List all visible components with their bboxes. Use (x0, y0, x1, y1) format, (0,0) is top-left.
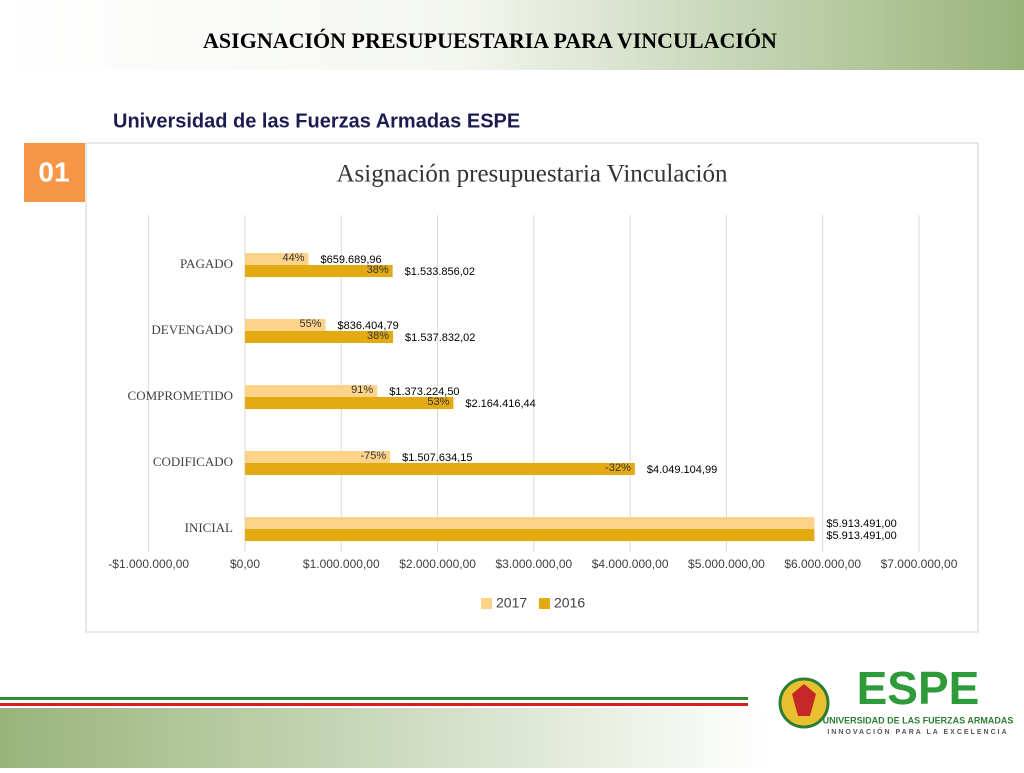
bar (244, 319, 326, 331)
bar (244, 397, 454, 409)
value-label: $5.913.491,00 (826, 530, 896, 542)
legend-swatch (539, 598, 550, 609)
header-band (0, 0, 1024, 70)
y-tick-label: COMPROMETIDO (128, 388, 233, 403)
chart-title: Asignación presupuestaria Vinculación (337, 161, 728, 188)
x-tick-label: $5.000.000,00 (688, 557, 765, 571)
percent-label: 91% (351, 384, 373, 396)
value-label: $1.537.832,02 (405, 332, 475, 344)
logo-line1: UNIVERSIDAD DE LAS FUERZAS ARMADAS (823, 715, 1014, 725)
bar (244, 265, 393, 277)
percent-label: 53% (427, 396, 449, 408)
x-tick-label: $4.000.000,00 (592, 557, 669, 571)
x-tick-label: $6.000.000,00 (784, 557, 861, 571)
legend-label: 2016 (554, 595, 585, 611)
x-tick-label: $1.000.000,00 (303, 557, 380, 571)
value-label: $1.373.224,50 (389, 386, 459, 398)
x-tick-label: $3.000.000,00 (495, 557, 572, 571)
badge-text: 01 (38, 156, 69, 187)
bar (244, 451, 391, 463)
value-label: $659.689,96 (321, 254, 382, 266)
x-tick-label: -$1.000.000,00 (108, 557, 189, 571)
value-label: $836.404,79 (338, 320, 399, 332)
logo-line2: INNOVACIÓN PARA LA EXCELENCIA (827, 727, 1008, 736)
bar (244, 253, 309, 265)
bar (244, 331, 394, 343)
slide-title: ASIGNACIÓN PRESUPUESTARIA PARA VINCULACI… (203, 28, 777, 53)
percent-label: -32% (605, 462, 631, 474)
x-tick-label: $0,00 (230, 557, 260, 571)
logo-shield (792, 684, 816, 716)
percent-label: 38% (367, 330, 389, 342)
value-label: $1.533.856,02 (405, 266, 475, 278)
percent-label: 44% (282, 252, 304, 264)
x-tick-label: $7.000.000,00 (881, 557, 958, 571)
y-tick-label: PAGADO (180, 256, 233, 271)
value-label: $4.049.104,99 (647, 464, 717, 476)
badge (24, 143, 85, 202)
bar (244, 517, 815, 529)
value-label: $5.913.491,00 (826, 518, 896, 530)
stripe-red (0, 703, 748, 706)
value-label: $1.507.634,15 (402, 452, 472, 464)
bar (244, 385, 378, 397)
y-tick-label: INICIAL (185, 520, 233, 535)
percent-label: 38% (367, 264, 389, 276)
logo-name: ESPE (857, 662, 980, 714)
legend-label: 2017 (496, 595, 527, 611)
legend-swatch (481, 598, 492, 609)
y-tick-label: DEVENGADO (151, 322, 233, 337)
stripe-green (0, 697, 748, 700)
subtitle: Universidad de las Fuerzas Armadas ESPE (113, 110, 520, 132)
value-label: $2.164.416,44 (465, 398, 535, 410)
x-tick-label: $2.000.000,00 (399, 557, 476, 571)
percent-label: 55% (299, 318, 321, 330)
bar (244, 463, 635, 475)
chart-frame (85, 142, 979, 633)
y-tick-label: CODIFICADO (153, 454, 233, 469)
bar (244, 529, 815, 541)
percent-label: -75% (360, 450, 386, 462)
